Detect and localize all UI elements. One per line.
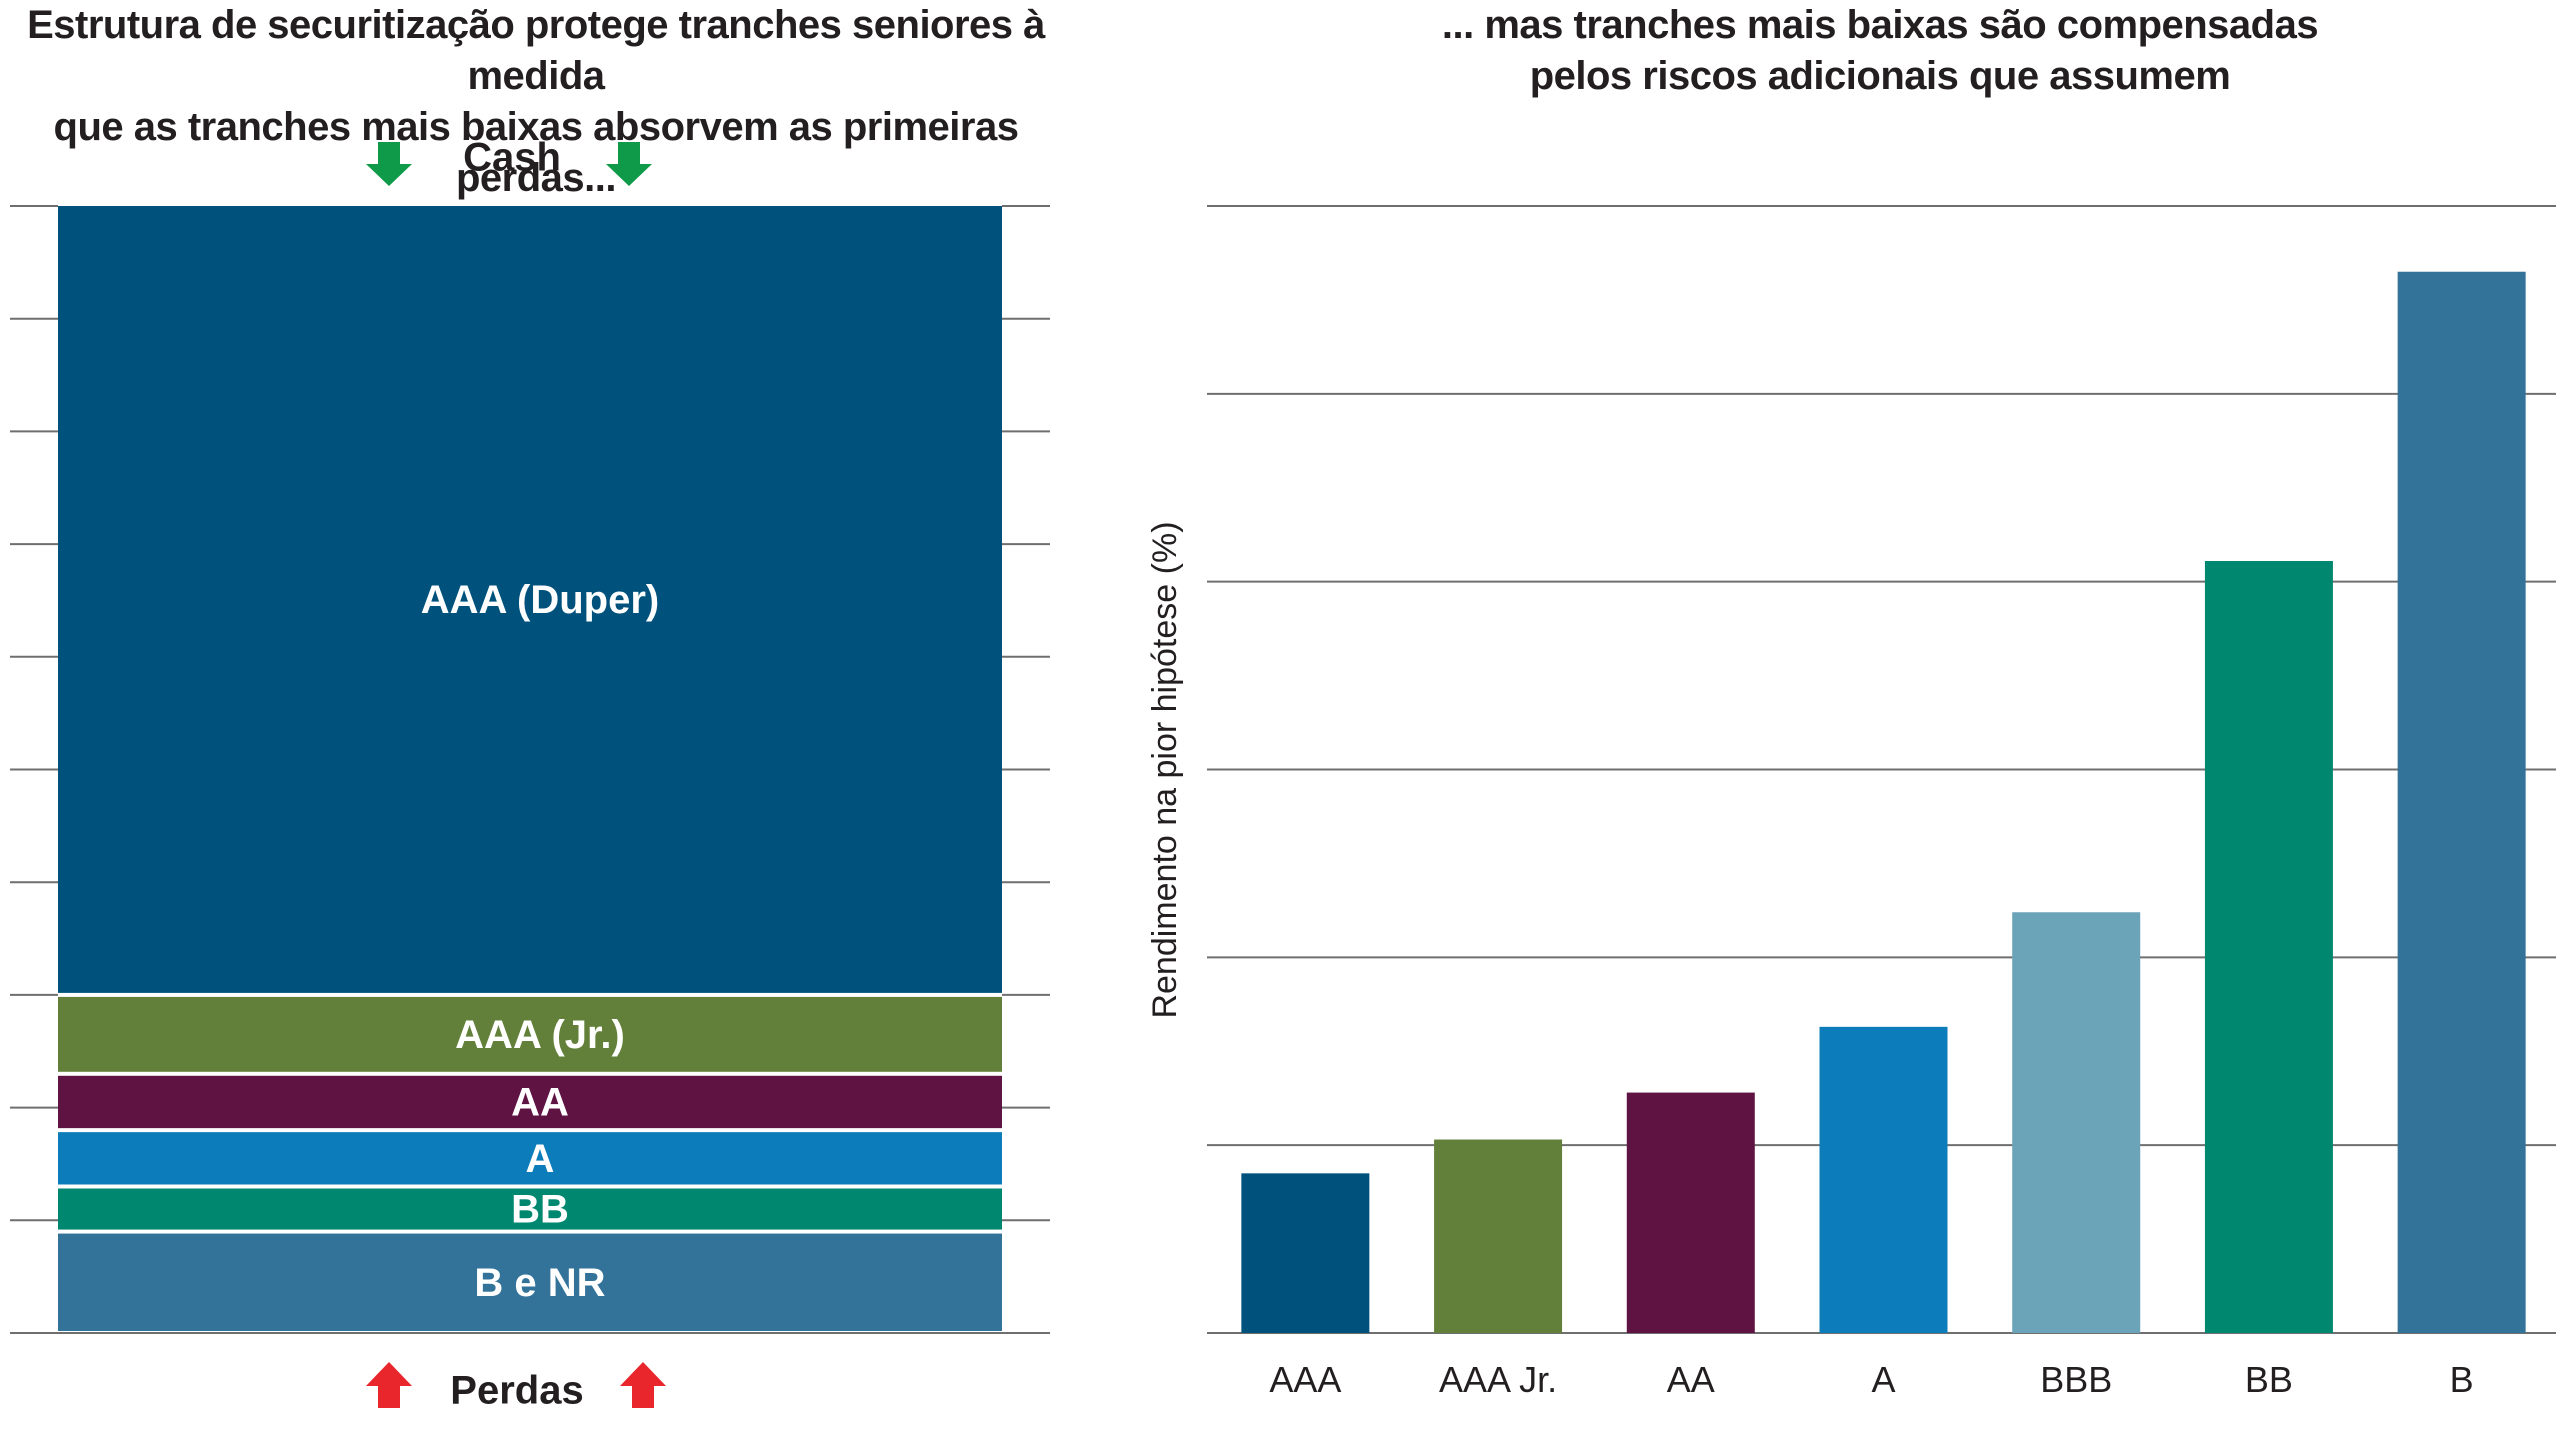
losses-label: Perdas <box>450 1369 583 1413</box>
x-tick-label-a: A <box>1871 1359 1895 1400</box>
left-axis-ticks <box>10 205 1050 1334</box>
down-arrow-icon <box>366 142 412 186</box>
yield-bars <box>1241 271 2526 1333</box>
tranche-label-aa: AA <box>511 1081 569 1125</box>
bar-bb <box>2204 561 2333 1333</box>
tranche-segment-aaa-duper <box>58 206 1002 993</box>
tranche-label-aaa-duper: AAA (Duper) <box>421 578 660 622</box>
bar-b <box>2397 271 2526 1333</box>
up-arrow-icon <box>366 1362 412 1408</box>
y-axis-label: Rendimento na pior hipótese (%) <box>1146 521 1184 1018</box>
x-tick-label-bb: BB <box>2245 1359 2293 1400</box>
x-tick-label-aaa: AAA <box>1269 1359 1341 1400</box>
x-tick-label-aa: AA <box>1667 1359 1715 1400</box>
cash-label: Cash <box>463 136 561 180</box>
cash-flow-indicator: Cash <box>366 136 652 186</box>
tranche-label-bb: BB <box>511 1188 569 1232</box>
up-arrow-icon <box>620 1362 666 1408</box>
bar-a <box>1819 1026 1948 1333</box>
losses-flow-indicator: Perdas <box>366 1362 666 1413</box>
x-tick-label-bbb: BBB <box>2040 1359 2112 1400</box>
tranche-segment-b-e-nr <box>58 1233 1002 1331</box>
x-axis-labels: AAA AAA Jr. AA A BBB BB B <box>1269 1359 2473 1400</box>
tranche-segment-aa <box>58 1075 1002 1129</box>
tranche-label-b-e-nr: B e NR <box>474 1261 605 1305</box>
x-tick-label-aaa-jr: AAA Jr. <box>1439 1359 1557 1400</box>
bar-aaa <box>1241 1173 1370 1333</box>
left-chart-title: Estrutura de securitização protege tranc… <box>27 3 1045 200</box>
tranche-segment-bb <box>58 1188 1002 1230</box>
bar-bbb <box>2012 912 2141 1333</box>
bar-aaa-jr <box>1434 1139 1563 1333</box>
x-tick-label-b: B <box>2450 1359 2474 1400</box>
bar-aa <box>1626 1092 1755 1333</box>
down-arrow-icon <box>606 142 652 186</box>
right-chart-title: ... mas tranches mais baixas são compens… <box>1441 3 2319 98</box>
tranche-label-a: A <box>526 1137 555 1181</box>
tranche-segment-a <box>58 1132 1002 1185</box>
tranche-segment-aaa-jr <box>58 996 1002 1072</box>
tranche-label-aaa-jr: AAA (Jr.) <box>455 1013 625 1057</box>
